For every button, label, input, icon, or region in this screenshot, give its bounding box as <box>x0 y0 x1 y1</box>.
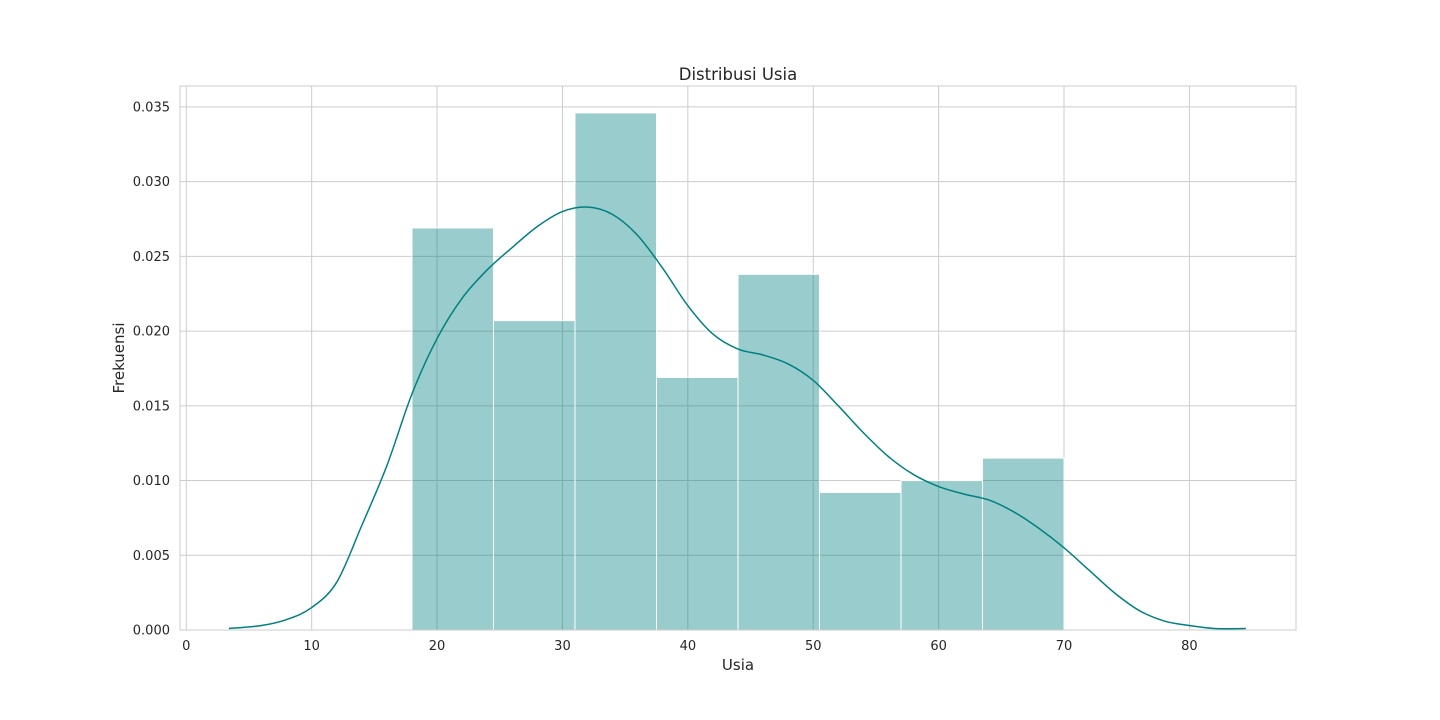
x-axis-ticks: 0 10 20 30 40 50 60 70 80 <box>182 639 1198 654</box>
histogram-bar <box>982 457 1065 631</box>
kde-curve-group <box>228 206 1246 630</box>
histogram-bar <box>737 273 821 631</box>
y-tick-label: 0.035 <box>133 100 170 115</box>
chart-title: Distribusi Usia <box>679 65 797 84</box>
y-tick-label: 0.010 <box>133 474 170 489</box>
y-tick-label: 0.020 <box>133 325 170 340</box>
x-tick-label: 30 <box>554 639 571 654</box>
plot-frame <box>179 85 1297 631</box>
x-tick-label: 50 <box>805 639 822 654</box>
y-axis-ticks: 0.000 0.005 0.010 0.015 0.020 0.025 0.030 0.035 <box>133 100 170 638</box>
kde-curve <box>228 206 1246 630</box>
y-tick-label: 0.005 <box>133 549 170 564</box>
x-tick-label: 60 <box>930 639 947 654</box>
x-tick-label: 40 <box>680 639 697 654</box>
x-axis-label: Usia <box>722 656 754 674</box>
x-tick-label: 80 <box>1181 639 1198 654</box>
x-tick-label: 20 <box>429 639 446 654</box>
y-axis-label: Frekuensi <box>110 322 128 393</box>
histogram-bar <box>819 492 902 631</box>
y-tick-label: 0.025 <box>133 250 170 265</box>
histogram-bar <box>900 480 984 631</box>
histogram-bar <box>492 320 576 631</box>
histogram-bars <box>411 112 1065 631</box>
y-tick-label: 0.000 <box>133 624 170 639</box>
x-tick-label: 70 <box>1056 639 1073 654</box>
histogram-bar <box>411 227 494 631</box>
x-tick-label: 0 <box>182 639 190 654</box>
histogram-bar <box>655 376 739 631</box>
y-tick-label: 0.030 <box>133 175 170 190</box>
y-tick-label: 0.015 <box>133 399 170 414</box>
x-tick-label: 10 <box>303 639 320 654</box>
histogram-bar <box>574 112 657 631</box>
